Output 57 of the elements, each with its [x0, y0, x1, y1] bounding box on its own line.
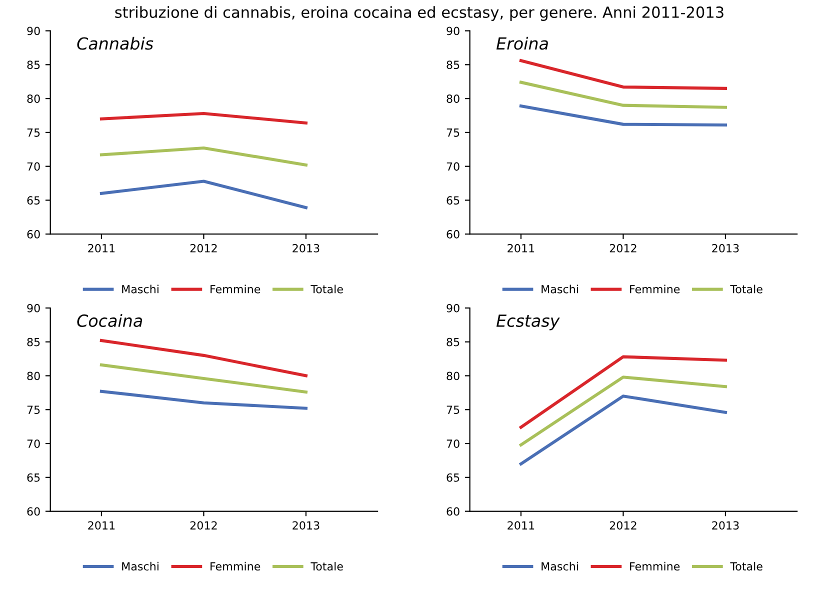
- y-tick-label: 70: [446, 162, 460, 171]
- y-tick-label: 60: [27, 230, 40, 238]
- chart-title: Cocaina: [77, 314, 142, 327]
- legend-label: Femmine: [630, 284, 680, 294]
- y-tick-label: 65: [446, 473, 460, 482]
- x-tick-label: 2011: [508, 244, 534, 252]
- y-tick-label: 65: [27, 196, 40, 205]
- y-tick-label: 70: [27, 162, 40, 171]
- y-tick-label: 65: [446, 196, 460, 205]
- y-tick-label: 85: [27, 338, 40, 346]
- y-tick-label: 80: [27, 94, 40, 103]
- x-tick-label: 2013: [712, 521, 739, 530]
- y-tick-label: 60: [446, 230, 460, 238]
- y-tick-label: 60: [446, 507, 460, 516]
- y-tick-label: 90: [27, 26, 40, 36]
- text: stribuzione di cannabis, eroina cocaina ed ecstasy, per genere. Anni 2011-2013: [115, 6, 724, 21]
- x-tick-label: 2013: [712, 244, 739, 252]
- chart-title: Cannabis: [77, 36, 154, 50]
- chart-title: Ecstasy: [496, 314, 560, 330]
- y-tick-label: 80: [27, 372, 40, 380]
- y-tick-label: 85: [446, 60, 460, 70]
- x-tick-label: 2011: [508, 521, 534, 530]
- y-tick-label: 90: [446, 26, 460, 36]
- legend-label: Totale: [310, 562, 343, 571]
- y-tick-label: 90: [446, 304, 460, 312]
- legend-label: Femmine: [210, 562, 260, 571]
- x-tick-label: 2012: [610, 244, 636, 252]
- legend-label: Totale: [730, 284, 762, 294]
- legend-label: Maschi: [542, 562, 578, 571]
- x-tick-label: 2012: [610, 521, 636, 530]
- y-tick-label: 80: [446, 94, 460, 103]
- y-tick-label: 70: [446, 439, 460, 448]
- x-tick-label: 2011: [88, 521, 115, 530]
- legend-label: Femmine: [210, 284, 260, 294]
- y-tick-label: 85: [446, 338, 460, 346]
- y-tick-label: 85: [27, 60, 40, 70]
- x-tick-label: 2012: [190, 244, 217, 252]
- x-tick-label: 2013: [292, 244, 320, 252]
- legend-label: Totale: [310, 284, 343, 294]
- y-tick-label: 80: [446, 372, 460, 380]
- legend-label: Femmine: [630, 562, 680, 571]
- legend-label: Maschi: [542, 284, 578, 294]
- y-tick-label: 75: [446, 128, 460, 137]
- y-tick-label: 75: [27, 406, 40, 414]
- legend-label: Totale: [730, 562, 762, 571]
- y-tick-label: 65: [27, 473, 40, 482]
- chart-title: Eroina: [496, 36, 548, 50]
- x-tick-label: 2013: [292, 521, 320, 530]
- x-tick-label: 2011: [88, 244, 115, 252]
- y-tick-label: 90: [27, 304, 40, 312]
- legend-label: Maschi: [122, 284, 158, 294]
- y-tick-label: 75: [446, 406, 460, 414]
- y-tick-label: 60: [27, 507, 40, 516]
- legend-label: Maschi: [122, 562, 158, 571]
- y-tick-label: 70: [27, 439, 40, 448]
- y-tick-label: 75: [27, 128, 40, 137]
- x-tick-label: 2012: [190, 521, 217, 530]
